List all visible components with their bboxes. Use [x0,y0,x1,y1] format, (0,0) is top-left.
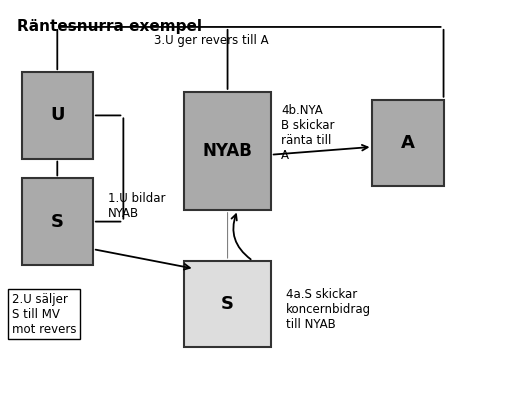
Text: 2.U säljer
S till MV
mot revers: 2.U säljer S till MV mot revers [12,293,76,336]
Text: U: U [50,107,64,124]
Text: 4a.S skickar
koncernbidrag
till NYAB: 4a.S skickar koncernbidrag till NYAB [286,288,371,331]
Text: Räntesnurra exempel: Räntesnurra exempel [17,19,202,34]
FancyBboxPatch shape [22,178,93,265]
Text: S: S [51,213,64,230]
Text: 4b.NYA
B skickar
ränta till
A: 4b.NYA B skickar ränta till A [281,104,334,162]
Text: A: A [401,134,415,152]
Text: NYAB: NYAB [202,142,252,160]
FancyBboxPatch shape [22,72,93,159]
Text: S: S [221,295,234,313]
Text: 3.U ger revers till A: 3.U ger revers till A [154,34,268,47]
FancyBboxPatch shape [373,100,444,186]
FancyBboxPatch shape [184,261,271,347]
Text: 1.U bildar
NYAB: 1.U bildar NYAB [108,192,166,220]
FancyBboxPatch shape [184,92,271,210]
